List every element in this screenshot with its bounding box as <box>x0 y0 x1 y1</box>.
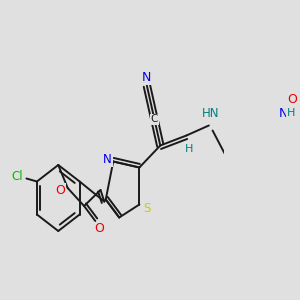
Text: O: O <box>94 223 104 236</box>
Text: HN: HN <box>202 107 219 120</box>
Text: S: S <box>143 202 151 215</box>
Text: N: N <box>103 153 112 166</box>
Text: C: C <box>151 115 158 124</box>
Text: H: H <box>287 109 295 118</box>
Text: Cl: Cl <box>12 170 23 183</box>
Text: N: N <box>142 71 152 84</box>
Text: H: H <box>185 145 194 154</box>
Text: O: O <box>288 93 297 106</box>
Text: N: N <box>279 107 288 120</box>
Text: O: O <box>55 184 65 196</box>
